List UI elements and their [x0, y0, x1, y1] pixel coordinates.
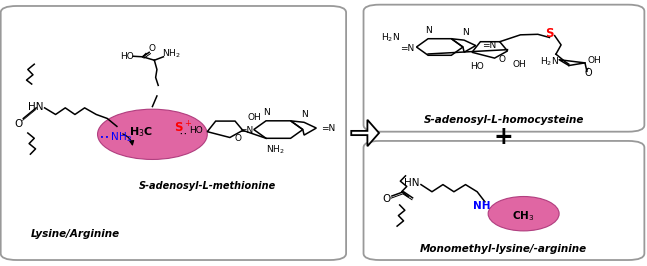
Text: HN: HN	[404, 178, 419, 188]
Text: H$_3$C: H$_3$C	[129, 125, 153, 139]
Text: NH$_2$: NH$_2$	[266, 143, 285, 156]
Text: O: O	[584, 68, 592, 78]
Text: OH: OH	[587, 56, 602, 65]
Text: S-adenosyl-L-homocysteine: S-adenosyl-L-homocysteine	[423, 115, 584, 125]
FancyBboxPatch shape	[1, 6, 346, 260]
FancyBboxPatch shape	[364, 141, 644, 260]
Text: O: O	[149, 44, 156, 53]
Text: HO: HO	[120, 52, 133, 61]
Text: H$_2$N: H$_2$N	[381, 31, 400, 44]
Text: OH: OH	[512, 60, 526, 69]
Text: HN: HN	[28, 102, 44, 111]
Text: $\mathbf{\cdot\cdot}$NH$_2$: $\mathbf{\cdot\cdot}$NH$_2$	[99, 130, 132, 144]
Text: =N: =N	[239, 126, 253, 135]
Text: O: O	[382, 194, 391, 204]
FancyBboxPatch shape	[364, 5, 644, 132]
Text: CH$_3$: CH$_3$	[512, 209, 535, 223]
Text: N: N	[462, 28, 469, 37]
Text: H$_2$N: H$_2$N	[540, 55, 559, 68]
Text: =N: =N	[322, 123, 336, 132]
Text: Lysine/Arginine: Lysine/Arginine	[30, 228, 120, 239]
Text: Monomethyl-lysine/-arginine: Monomethyl-lysine/-arginine	[420, 244, 587, 254]
Text: OH: OH	[248, 113, 261, 122]
Text: N: N	[301, 110, 307, 119]
Text: +: +	[494, 125, 514, 149]
Text: NH$_2$: NH$_2$	[162, 47, 181, 60]
Text: HO: HO	[190, 126, 203, 135]
Text: S: S	[545, 27, 554, 40]
Text: S-adenosyl-L-methionine: S-adenosyl-L-methionine	[138, 181, 276, 191]
Text: HO: HO	[470, 61, 483, 70]
Text: O: O	[499, 55, 506, 64]
Text: N: N	[424, 26, 432, 35]
Ellipse shape	[98, 109, 207, 159]
Text: NH: NH	[473, 201, 490, 211]
Text: =N: =N	[400, 44, 415, 53]
Text: $\mathbf{\cdot\cdot}$: $\mathbf{\cdot\cdot}$	[179, 130, 187, 136]
Ellipse shape	[488, 197, 559, 231]
Text: O: O	[234, 134, 241, 143]
Text: S$^+$: S$^+$	[173, 120, 192, 135]
Text: N: N	[263, 108, 269, 117]
Text: O: O	[15, 119, 23, 129]
Polygon shape	[351, 120, 379, 146]
Text: =N: =N	[482, 41, 496, 50]
